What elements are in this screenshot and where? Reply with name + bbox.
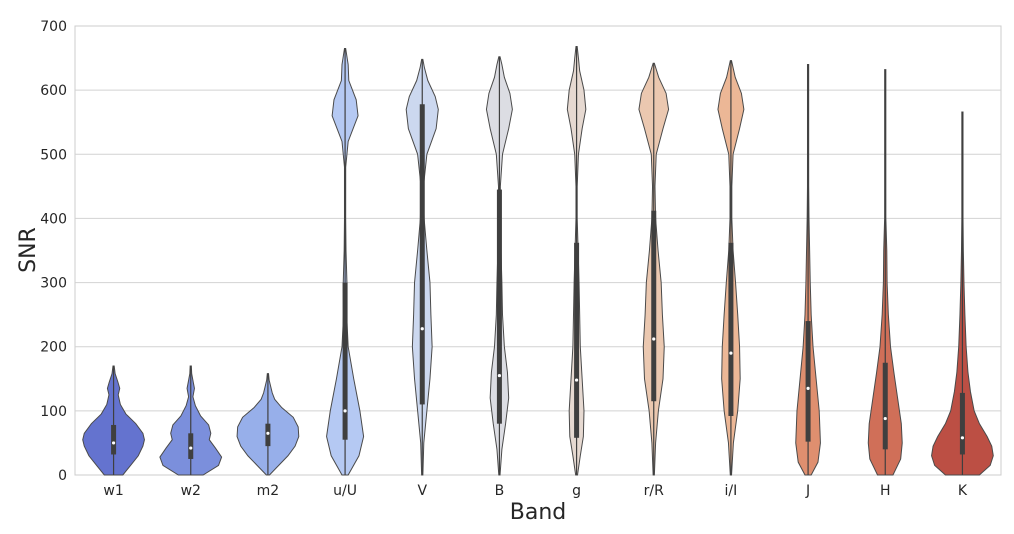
x-tick-label: i/I	[725, 483, 738, 499]
violin-b	[485, 56, 513, 476]
x-tick-label: r/R	[644, 483, 664, 499]
x-tick-label: J	[805, 483, 810, 499]
violin-h	[867, 69, 903, 476]
x-tick-label: K	[958, 483, 968, 499]
y-tick-label: 100	[40, 404, 67, 420]
violin-iqr-box	[574, 242, 580, 438]
x-tick-label: V	[417, 483, 427, 499]
y-tick-label: 300	[40, 276, 67, 292]
violin-median-dot	[574, 378, 579, 382]
violin-iqr-box	[728, 242, 734, 416]
y-tick-label: 500	[40, 147, 67, 163]
violin-v	[405, 58, 439, 476]
y-tick-label: 600	[40, 83, 67, 99]
violin-w1	[82, 365, 145, 476]
violin-iqr-box	[882, 362, 888, 450]
violin-median-dot	[497, 373, 502, 378]
violin-median-dot	[729, 351, 733, 355]
violin-k	[931, 111, 994, 476]
violin-median-dot	[652, 337, 656, 341]
violin-g	[566, 46, 587, 476]
violin-iqr-box	[188, 433, 194, 459]
violin-median-dot	[111, 441, 116, 445]
violin-iqr-box	[959, 392, 965, 455]
x-axis-title: Band	[510, 500, 566, 525]
violin-iqr-box	[496, 189, 502, 424]
violin-median-dot	[960, 436, 965, 440]
y-axis-ticks: 0 100 200 300 400 500 600 700	[40, 19, 67, 484]
violin-iqr-box	[111, 424, 117, 455]
violin-iqr-box	[419, 104, 425, 405]
x-tick-label: w2	[181, 483, 201, 499]
violin-w2	[159, 365, 223, 476]
x-tick-label: g	[572, 483, 581, 499]
violin-iqr-box	[265, 423, 271, 447]
violin-median-dot	[883, 416, 887, 421]
violin-j	[795, 63, 821, 476]
y-tick-label: 200	[40, 340, 67, 356]
y-tick-label: 700	[40, 19, 67, 35]
violin-u-u	[326, 47, 365, 476]
violin-median-dot	[420, 327, 424, 331]
violins	[82, 46, 994, 476]
x-tick-label: B	[495, 483, 505, 499]
violin-median-dot	[266, 431, 270, 435]
violin-iqr-box	[805, 321, 811, 442]
x-tick-label: u/U	[333, 483, 357, 499]
y-tick-label: 400	[40, 211, 67, 227]
violin-r-r	[638, 62, 670, 476]
violin-median-dot	[806, 386, 810, 391]
y-axis-title: SNR	[16, 227, 41, 273]
x-tick-label: m2	[257, 483, 280, 499]
grid-lines	[75, 89, 1001, 412]
violin-median-dot	[189, 446, 193, 450]
y-tick-label: 0	[58, 468, 67, 484]
x-tick-label: w1	[103, 483, 123, 499]
x-tick-label: H	[880, 483, 891, 499]
violin-iqr-box	[651, 210, 657, 402]
violin-m2	[236, 373, 300, 476]
violin-iqr-box	[342, 282, 348, 440]
plot-area	[74, 25, 1002, 476]
violin-i-i	[717, 60, 745, 476]
violin-median-dot	[343, 409, 347, 413]
